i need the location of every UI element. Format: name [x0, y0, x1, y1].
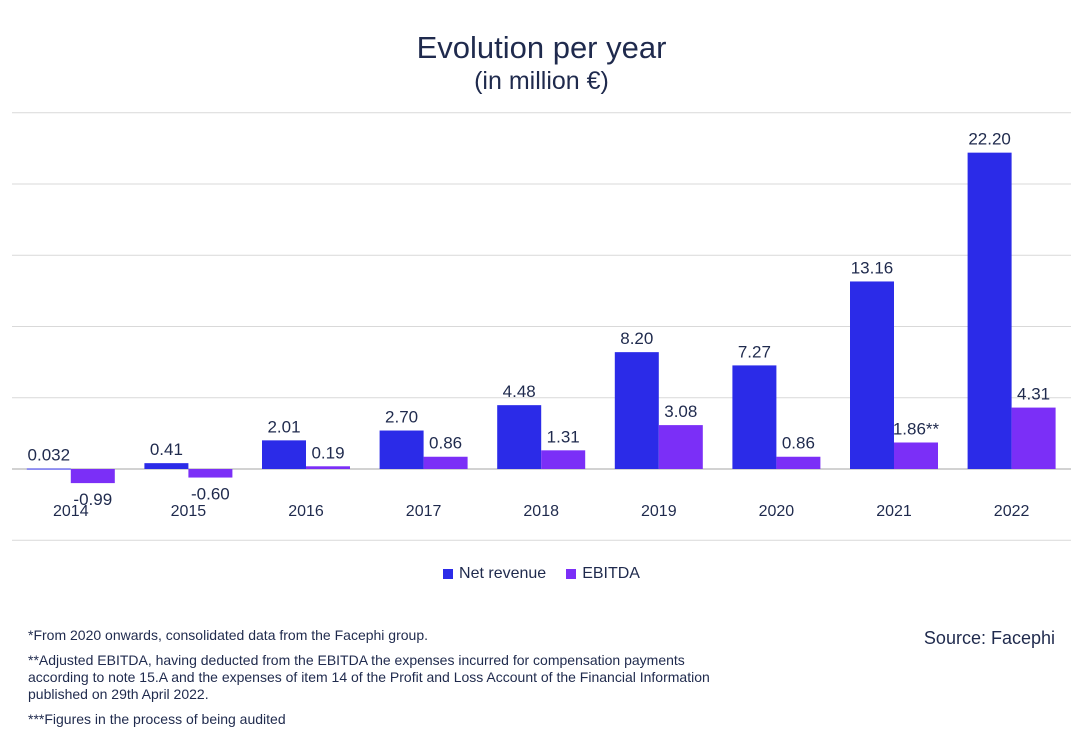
- bar-ebitda: [423, 456, 468, 469]
- bar-net-revenue: [26, 468, 71, 470]
- bar-net-revenue: [144, 463, 189, 469]
- data-label-ebitda: 0.86: [429, 434, 462, 453]
- bar-net-revenue: [732, 365, 777, 469]
- x-tick-label: 2017: [406, 503, 442, 520]
- data-label-ebitda: 1.86**: [893, 419, 940, 438]
- legend-swatch-net-revenue: [443, 569, 454, 579]
- footnote-2: **Adjusted EBITDA, having deducted from …: [28, 652, 710, 702]
- x-tick-label: 2015: [171, 503, 207, 520]
- x-tick-label: 2022: [994, 503, 1030, 520]
- x-tick-label: 2020: [759, 503, 795, 520]
- data-label-net-revenue: 7.27: [738, 342, 771, 361]
- bar-ebitda: [70, 469, 115, 484]
- data-label-net-revenue: 0.032: [28, 446, 71, 465]
- data-label-ebitda: 0.86: [782, 434, 815, 453]
- bar-net-revenue: [614, 352, 659, 469]
- data-label-ebitda: -0.99: [73, 490, 112, 509]
- legend-label-ebitda: EBITDA: [582, 565, 640, 582]
- footnotes: *From 2020 onwards, consolidated data fr…: [28, 627, 728, 736]
- x-tick-label: 2016: [288, 503, 324, 520]
- bar-ebitda: [658, 425, 703, 469]
- chart-subtitle: (in million €): [474, 67, 609, 95]
- data-label-net-revenue: 0.41: [150, 440, 183, 459]
- legend-item-net-revenue: Net revenue: [443, 565, 546, 583]
- bar-net-revenue: [379, 430, 424, 469]
- legend-swatch-ebitda: [566, 569, 577, 579]
- bar-ebitda: [1011, 407, 1056, 469]
- data-label-net-revenue: 8.20: [620, 329, 653, 348]
- data-label-net-revenue: 4.48: [503, 382, 536, 401]
- bar-chart: 2014 0.032 -0.99 2015 0.41 -0.60 2016 2.01 0.19 2…: [12, 112, 1071, 541]
- bar-ebitda: [188, 469, 233, 478]
- legend-item-ebitda: EBITDA: [566, 565, 640, 583]
- bar-ebitda: [306, 466, 350, 469]
- footnote-3: ***Figures in the process of being audit…: [28, 711, 286, 727]
- footnote-1: *From 2020 onwards, consolidated data fr…: [28, 627, 429, 643]
- bar-net-revenue: [262, 440, 306, 469]
- bar-net-revenue: [497, 405, 542, 469]
- x-tick-label: 2019: [641, 503, 677, 520]
- bar-ebitda: [541, 450, 586, 469]
- x-tick-label: 2021: [876, 503, 912, 520]
- bar-ebitda: [894, 442, 938, 469]
- chart-title: Evolution per year: [416, 30, 667, 65]
- data-label-ebitda: 4.31: [1017, 385, 1050, 404]
- source-note: Source: Facephi: [923, 628, 1055, 648]
- bar-net-revenue: [967, 152, 1012, 469]
- data-label-net-revenue: 2.70: [385, 408, 418, 427]
- x-tick-label: 2014: [53, 503, 89, 520]
- data-label-ebitda: 0.19: [311, 443, 344, 462]
- data-label-ebitda: 1.31: [547, 427, 580, 446]
- data-label-net-revenue: 22.20: [968, 130, 1011, 149]
- legend-label-net-revenue: Net revenue: [459, 565, 547, 582]
- data-label-net-revenue: 2.01: [267, 417, 300, 436]
- x-tick-label: 2018: [523, 503, 559, 520]
- data-label-ebitda: 3.08: [664, 402, 697, 421]
- bar-net-revenue: [850, 281, 894, 469]
- data-label-net-revenue: 13.16: [851, 258, 894, 277]
- data-label-ebitda: -0.60: [191, 485, 230, 504]
- legend: Net revenue EBITDA: [0, 565, 1083, 583]
- bar-ebitda: [776, 456, 821, 469]
